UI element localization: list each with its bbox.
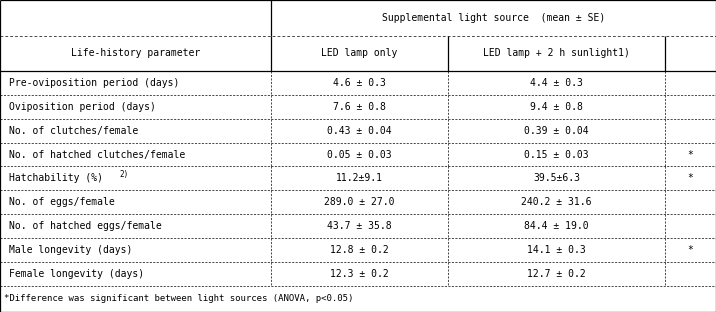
- Text: 84.4 ± 19.0: 84.4 ± 19.0: [524, 221, 589, 231]
- Text: 9.4 ± 0.8: 9.4 ± 0.8: [531, 102, 583, 112]
- Text: 7.6 ± 0.8: 7.6 ± 0.8: [333, 102, 386, 112]
- Text: 4.4 ± 0.3: 4.4 ± 0.3: [531, 78, 583, 88]
- Text: 14.1 ± 0.3: 14.1 ± 0.3: [527, 245, 586, 255]
- Text: No. of hatched eggs/female: No. of hatched eggs/female: [9, 221, 161, 231]
- Text: No. of hatched clutches/female: No. of hatched clutches/female: [9, 149, 185, 159]
- Text: *: *: [687, 149, 694, 159]
- Text: 43.7 ± 35.8: 43.7 ± 35.8: [327, 221, 392, 231]
- Text: 0.05 ± 0.03: 0.05 ± 0.03: [327, 149, 392, 159]
- Text: 0.15 ± 0.03: 0.15 ± 0.03: [524, 149, 589, 159]
- Text: LED lamp + 2 h sunlight1): LED lamp + 2 h sunlight1): [483, 48, 630, 58]
- Text: *: *: [687, 245, 694, 255]
- Text: 2): 2): [120, 170, 129, 179]
- Text: Female longevity (days): Female longevity (days): [9, 269, 144, 279]
- Text: 4.6 ± 0.3: 4.6 ± 0.3: [333, 78, 386, 88]
- Text: 240.2 ± 31.6: 240.2 ± 31.6: [521, 197, 592, 207]
- Text: Male longevity (days): Male longevity (days): [9, 245, 132, 255]
- Text: No. of eggs/female: No. of eggs/female: [9, 197, 115, 207]
- Text: Life-history parameter: Life-history parameter: [71, 48, 200, 58]
- Text: Hatchability (%): Hatchability (%): [9, 173, 102, 183]
- Text: 39.5±6.3: 39.5±6.3: [533, 173, 580, 183]
- Text: LED lamp only: LED lamp only: [321, 48, 397, 58]
- Text: No. of clutches/female: No. of clutches/female: [9, 126, 138, 136]
- Text: 0.39 ± 0.04: 0.39 ± 0.04: [524, 126, 589, 136]
- Text: Pre-oviposition period (days): Pre-oviposition period (days): [9, 78, 179, 88]
- Text: 12.7 ± 0.2: 12.7 ± 0.2: [527, 269, 586, 279]
- Text: 289.0 ± 27.0: 289.0 ± 27.0: [324, 197, 395, 207]
- Text: 12.8 ± 0.2: 12.8 ± 0.2: [330, 245, 389, 255]
- Text: 12.3 ± 0.2: 12.3 ± 0.2: [330, 269, 389, 279]
- Text: 11.2±9.1: 11.2±9.1: [336, 173, 383, 183]
- Text: *: *: [687, 173, 694, 183]
- Text: Supplemental light source  (mean ± SE): Supplemental light source (mean ± SE): [382, 13, 605, 23]
- Text: Oviposition period (days): Oviposition period (days): [9, 102, 155, 112]
- Text: *Difference was significant between light sources (ANOVA, p<0.05): *Difference was significant between ligh…: [4, 295, 353, 303]
- Text: 0.43 ± 0.04: 0.43 ± 0.04: [327, 126, 392, 136]
